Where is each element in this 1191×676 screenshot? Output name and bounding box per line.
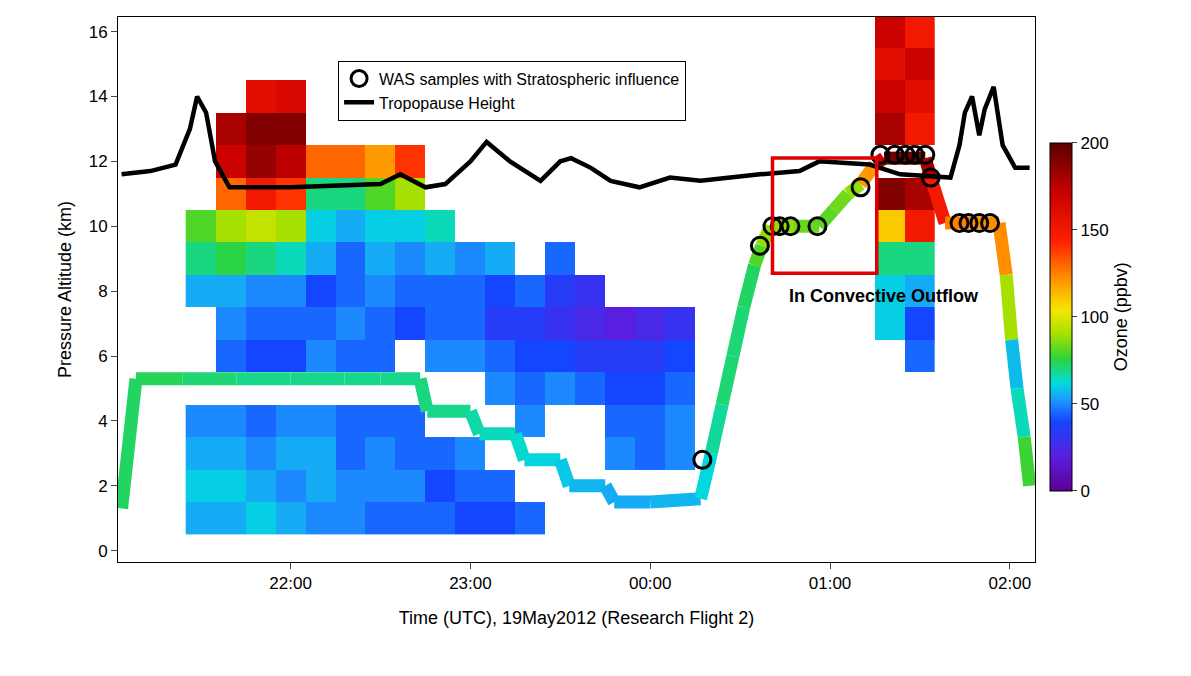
svg-text:12: 12 [89, 152, 108, 171]
svg-text:Ozone (ppbv): Ozone (ppbv) [1111, 262, 1131, 371]
svg-text:23:00: 23:00 [449, 574, 492, 593]
svg-text:6: 6 [98, 347, 107, 366]
svg-text:Pressure Altitude (km): Pressure Altitude (km) [55, 201, 75, 378]
svg-text:8: 8 [98, 282, 107, 301]
svg-text:WAS samples with Stratospheric: WAS samples with Stratospheric influence [379, 71, 679, 88]
svg-text:Time (UTC), 19May2012 (Researc: Time (UTC), 19May2012 (Research Flight 2… [399, 608, 754, 628]
svg-text:0: 0 [1080, 482, 1089, 501]
svg-text:01:00: 01:00 [809, 574, 852, 593]
svg-text:14: 14 [89, 87, 108, 106]
svg-text:22:00: 22:00 [269, 574, 312, 593]
svg-text:In Convective Outflow: In Convective Outflow [789, 286, 979, 306]
svg-text:00:00: 00:00 [629, 574, 672, 593]
svg-text:50: 50 [1080, 395, 1099, 414]
svg-text:10: 10 [89, 217, 108, 236]
svg-text:150: 150 [1080, 221, 1108, 240]
svg-text:4: 4 [98, 412, 107, 431]
svg-text:16: 16 [89, 23, 108, 42]
svg-text:2: 2 [98, 477, 107, 496]
svg-text:200: 200 [1080, 134, 1108, 153]
svg-text:02:00: 02:00 [989, 574, 1032, 593]
svg-text:Tropopause Height: Tropopause Height [379, 95, 515, 112]
svg-text:0: 0 [98, 542, 107, 561]
svg-text:100: 100 [1080, 308, 1108, 327]
